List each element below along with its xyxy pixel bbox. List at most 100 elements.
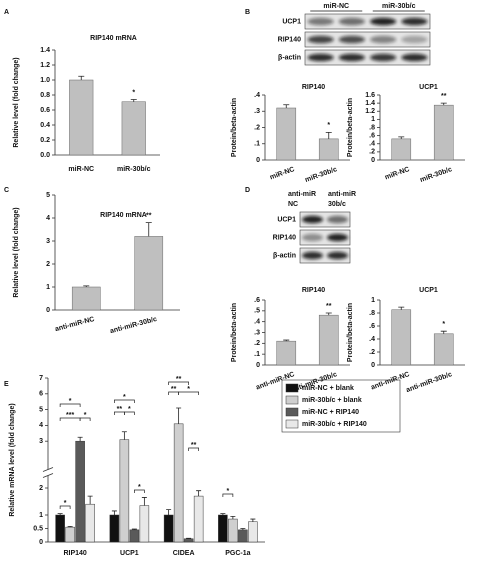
blot-band [327,251,348,260]
blot-lane-label: anti-miR [288,191,316,198]
y-tick-label: .5 [254,308,260,315]
error-bar [83,285,90,287]
x-tick-label: miR-NC [384,166,411,181]
y-tick-label: .6 [254,297,260,304]
error-bar [78,75,85,80]
significance-bracket [168,381,189,385]
significance-bracket [59,505,71,509]
blot-strip [304,49,431,66]
y-tick-label: 1.4 [365,100,375,107]
y-tick-label: .2 [369,349,375,356]
panel-letter: C [4,187,9,194]
error-bar [196,490,202,497]
error-bar [57,513,63,515]
y-tick-label: 0.2 [40,137,50,144]
blot-band [338,53,365,62]
y-tick-label: 1 [46,284,50,291]
y-tick-label: .3 [254,329,260,336]
x-tick-label: anti-miR-30b/c [109,316,158,335]
legend-label: miR-NC + blank [302,385,354,392]
y-tick-label: 4 [46,215,50,222]
significance-bracket [178,391,199,395]
x-tick-label: miR-30b/c [304,166,338,184]
significance: ** [146,212,152,219]
error-bar [398,306,405,310]
significance: * [327,122,330,129]
significance-bracket [134,489,145,493]
blot-band [370,17,397,26]
significance: * [132,89,135,96]
blot-band [302,215,323,224]
x-tick-label: miR-30b/c [419,166,453,184]
blot-row-label: RIP140 [278,36,301,43]
y-tick-label: .2 [254,340,260,347]
error-bar [131,528,137,530]
legend-swatch [285,395,299,405]
x-tick-label: miR-30b/c [117,166,151,173]
panel-letter: B [245,9,250,16]
axis-break-mark [42,473,54,478]
x-tick-label: UCP1 [120,550,139,557]
blot-band [302,233,323,242]
blot-band [401,35,428,44]
blot-band [401,53,428,62]
bar [109,514,120,543]
bar [71,286,101,311]
y-tick-label: 0.8 [40,92,50,99]
error-bar [325,312,332,316]
bar [173,423,184,543]
blot-lane-label: NC [288,201,298,208]
y-tick-label: .4 [369,141,375,148]
bar [248,521,258,543]
bar [69,79,94,156]
blot-lane-label: miR-30b/c [382,3,416,10]
y-tick-label: 2 [39,485,43,492]
blot-strip [304,31,431,48]
chart-title: UCP1 [419,84,438,91]
significance: ** [191,442,197,449]
bar [318,314,339,366]
significance: * [84,412,87,419]
y-tick-label: 0.4 [40,122,50,129]
bar [134,236,164,311]
y-tick-label: .8 [369,124,375,131]
blot-band [327,233,348,242]
x-tick-label: miR-NC [68,166,94,173]
y-tick-label: 1 [39,512,43,519]
error-bar [141,497,147,506]
error-bar [176,407,182,424]
bar [75,440,85,543]
bar [121,101,146,156]
significance: ** [171,386,177,393]
error-bar [67,525,73,528]
blot-row-label: β-actin [278,54,301,61]
significance-bracket [59,403,81,407]
y-axis-label: Protein/beta-actin [231,98,238,157]
axis-break [43,469,53,476]
bar [218,514,228,543]
significance-bracket [79,417,91,421]
error-bar [250,518,256,522]
error-bar [121,431,127,440]
panel-letter: E [4,381,9,388]
y-tick-label: 0 [256,157,260,164]
x-tick-label: CIDEA [173,550,195,557]
bar [276,340,297,366]
error-bar [186,537,192,539]
panel-letter: A [4,9,9,16]
y-tick-label: .3 [254,108,260,115]
x-tick-label: miR-NC [269,166,296,181]
significance: * [128,406,131,413]
y-tick-label: .4 [254,319,260,326]
bar [318,138,339,161]
panel-letter: D [245,187,250,194]
y-tick-label: 6 [39,391,43,398]
chart-title: UCP1 [419,287,438,294]
y-tick-label: .6 [369,132,375,139]
y-tick-label: .4 [369,336,375,343]
bar [139,505,150,543]
bar [119,439,130,543]
y-tick-label: .4 [254,92,260,99]
bar [65,526,75,543]
x-tick-label: RIP140 [63,550,86,557]
